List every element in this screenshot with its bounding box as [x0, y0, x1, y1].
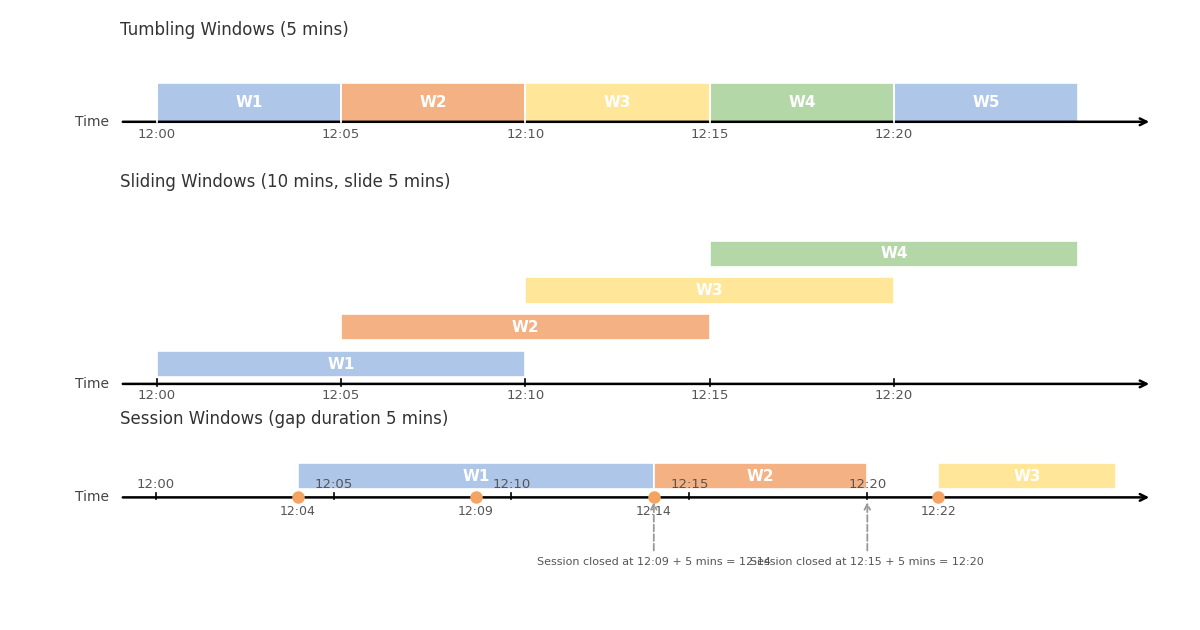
Text: 12:15: 12:15	[690, 389, 728, 403]
Text: 12:00: 12:00	[138, 389, 176, 403]
Text: W5: W5	[972, 94, 1000, 110]
Text: W1: W1	[235, 94, 263, 110]
Text: W4: W4	[881, 246, 907, 261]
Text: W2: W2	[746, 469, 774, 484]
Text: 12:20: 12:20	[848, 478, 887, 491]
Bar	[298, 464, 654, 490]
Text: 12:15: 12:15	[670, 478, 708, 491]
Bar	[157, 83, 341, 122]
Text: 12:09: 12:09	[458, 505, 493, 518]
Text: W4: W4	[788, 94, 816, 110]
Text: 12:05: 12:05	[322, 389, 360, 403]
Text: W3: W3	[696, 283, 724, 298]
Text: 12:20: 12:20	[875, 389, 913, 403]
Text: 12:05: 12:05	[314, 478, 353, 491]
Text: 12:00: 12:00	[138, 129, 176, 141]
Bar	[526, 277, 894, 304]
Text: 12:14: 12:14	[636, 505, 672, 518]
Text: 12:22: 12:22	[920, 505, 956, 518]
Text: W1: W1	[328, 357, 355, 372]
Text: Tumbling Windows (5 mins): Tumbling Windows (5 mins)	[120, 21, 349, 39]
Text: W2: W2	[511, 320, 539, 335]
Bar	[526, 83, 709, 122]
Text: Sliding Windows (10 mins, slide 5 mins): Sliding Windows (10 mins, slide 5 mins)	[120, 173, 450, 191]
Bar	[654, 464, 868, 490]
Bar	[157, 351, 526, 377]
Text: W2: W2	[420, 94, 448, 110]
Text: 12:04: 12:04	[280, 505, 316, 518]
Text: Session closed at 12:09 + 5 mins = 12:14: Session closed at 12:09 + 5 mins = 12:14	[536, 557, 770, 567]
Bar	[894, 83, 1079, 122]
Text: 12:10: 12:10	[492, 478, 530, 491]
Text: 12:05: 12:05	[322, 129, 360, 141]
Text: Time: Time	[76, 490, 109, 505]
Text: 12:15: 12:15	[690, 129, 728, 141]
Bar	[341, 314, 709, 340]
Text: 12:20: 12:20	[875, 129, 913, 141]
Text: 12:10: 12:10	[506, 129, 545, 141]
Text: 12:00: 12:00	[137, 478, 175, 491]
Text: W3: W3	[1014, 469, 1042, 484]
Text: W3: W3	[604, 94, 631, 110]
Text: Time: Time	[74, 377, 109, 391]
Bar	[709, 241, 1079, 266]
Bar	[938, 464, 1116, 490]
Bar	[709, 83, 894, 122]
Text: W1: W1	[462, 469, 490, 484]
Text: 12:10: 12:10	[506, 389, 545, 403]
Text: Time: Time	[74, 115, 109, 129]
Text: Session Windows (gap duration 5 mins): Session Windows (gap duration 5 mins)	[120, 410, 449, 428]
Bar	[341, 83, 526, 122]
Text: Session closed at 12:15 + 5 mins = 12:20: Session closed at 12:15 + 5 mins = 12:20	[750, 557, 984, 567]
